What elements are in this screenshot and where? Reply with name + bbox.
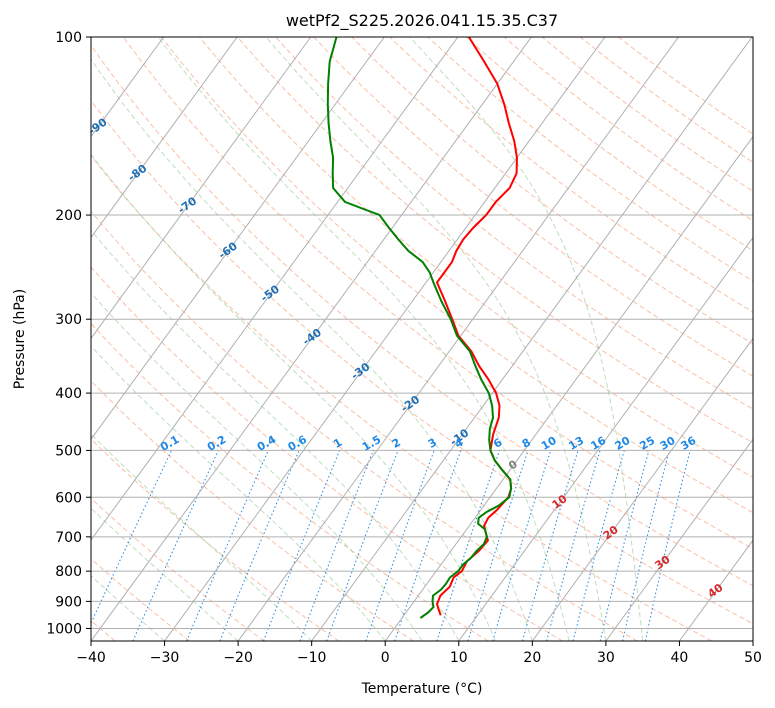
dry-adiabat [199, 37, 753, 478]
mixing-ratio-line [326, 450, 399, 641]
dry-adiabat [91, 558, 191, 641]
x-tick-label: −30 [150, 650, 180, 666]
moist-adiabat [157, 37, 570, 641]
mixing-ratio-line [436, 450, 501, 641]
x-tick-label: −40 [76, 650, 106, 666]
dry-adiabat [91, 44, 753, 587]
mixing-ratio-line [546, 450, 601, 641]
dry-adiabat [122, 37, 753, 550]
mixing-ratio-line [263, 450, 341, 641]
moist-adiabat [409, 37, 644, 641]
plot-area: -100-90-80-70-60-50-40-30-20-10010203040… [91, 37, 753, 641]
y-tick-label: 200 [55, 208, 82, 224]
isotherms [91, 37, 753, 641]
x-tick-label: −20 [223, 650, 253, 666]
moist-adiabat [91, 153, 497, 641]
dewpoint-line [326, 37, 513, 619]
isotherm-line [384, 135, 753, 641]
mixing-ratio-line [522, 450, 579, 641]
y-tick-label: 600 [55, 490, 82, 506]
dry-adiabat [351, 37, 753, 345]
dry-adiabat [427, 37, 753, 282]
x-tick-label: 0 [381, 650, 390, 666]
isotherm-line [91, 37, 532, 641]
y-tick-label: 900 [55, 594, 82, 610]
mixing-ratio-line [572, 450, 625, 641]
isotherm-line [458, 236, 753, 641]
isotherm-line [237, 37, 679, 641]
dry-adiabat [91, 99, 753, 625]
mixing-ratio-line [186, 450, 269, 641]
isotherm-line [91, 37, 385, 441]
y-tick-label: 100 [55, 30, 82, 46]
y-axis-label: Pressure (hPa) [12, 289, 28, 389]
dry-adiabat [313, 37, 753, 377]
mixing-ratio-lines [91, 450, 691, 641]
x-tick-label: 10 [450, 650, 468, 666]
x-axis-label: Temperature (°C) [361, 681, 483, 697]
y-tick-label: 400 [55, 386, 82, 402]
mixing-ratio-line [219, 450, 300, 641]
y-tick-label: 1000 [46, 621, 82, 637]
dry-adiabat [91, 210, 638, 641]
chart-title: wetPf2_S225.2026.041.15.35.C37 [286, 11, 558, 31]
x-tick-label: 40 [671, 650, 689, 666]
x-tick-label: 30 [597, 650, 615, 666]
plot-frame [90, 36, 754, 642]
x-axis-ticks: −40 −30 −20 −10 0 10 20 30 40 50 [76, 641, 762, 666]
y-tick-label: 700 [55, 530, 82, 546]
dry-adiabat [160, 37, 753, 514]
mixing-ratio-line [599, 450, 650, 641]
dry-adiabat [91, 266, 563, 641]
moist-adiabat [91, 229, 460, 641]
mixing-ratio-line [365, 450, 435, 641]
x-tick-label: 20 [523, 650, 541, 666]
pressure-gridlines [91, 37, 753, 629]
dry-adiabat [91, 154, 713, 641]
mixing-ratio-line [299, 450, 374, 641]
x-tick-label: 50 [744, 650, 762, 666]
moist-adiabat [265, 37, 607, 641]
isotherm-line [91, 37, 459, 541]
mixing-ratio-line [467, 450, 529, 641]
y-tick-label: 500 [55, 443, 82, 459]
isotherm-line [91, 37, 238, 239]
isotherm-line [164, 37, 606, 641]
isotherm-line [91, 37, 312, 340]
moist-adiabat [91, 58, 533, 641]
y-tick-label: 300 [55, 312, 82, 328]
y-tick-label: 800 [55, 564, 82, 580]
mixing-ratio-line [622, 450, 670, 641]
y-axis-ticks: 100 200 300 400 500 600 700 800 900 1000 [46, 30, 91, 637]
temperature-line [435, 37, 518, 616]
isotherm-line [605, 438, 753, 641]
isotherm-line [311, 37, 753, 641]
x-tick-label: −10 [297, 650, 327, 666]
dry-adiabat [275, 37, 753, 410]
moist-adiabat [91, 292, 423, 641]
